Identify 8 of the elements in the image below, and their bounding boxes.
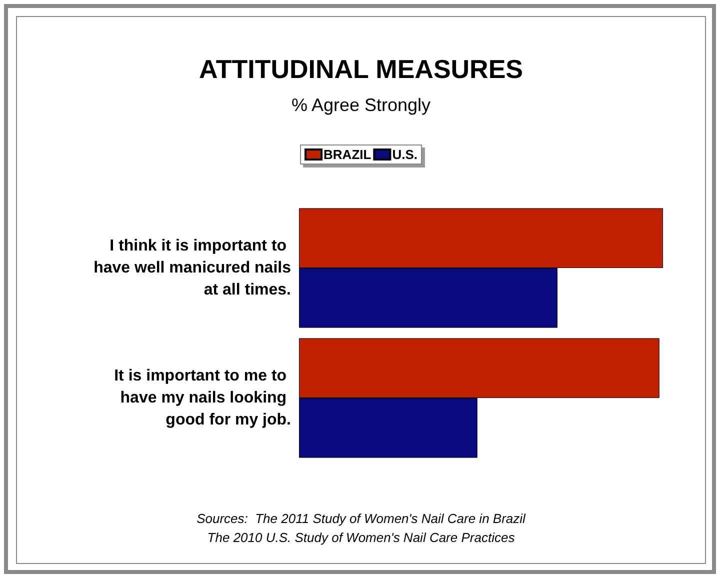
source-note: Sources: The 2011 Study of Women's Nail Care in Brazil bbox=[196, 511, 527, 526]
text: The 2010 U.S. Study of Women's Nail Care Practices bbox=[207, 530, 516, 545]
chart-title: ATTITUDINAL MEASURES bbox=[198, 54, 524, 84]
chart-subtitle: % Agree Strongly bbox=[291, 95, 431, 115]
y-tick-label: It is important to me to have my nails looking good for my job. bbox=[114, 368, 291, 428]
y-tick-label: I think it is important to have well manicured nails at all times. bbox=[94, 238, 292, 298]
legend-label: U.S. bbox=[392, 147, 418, 162]
legend-label: BRAZIL bbox=[324, 147, 372, 162]
